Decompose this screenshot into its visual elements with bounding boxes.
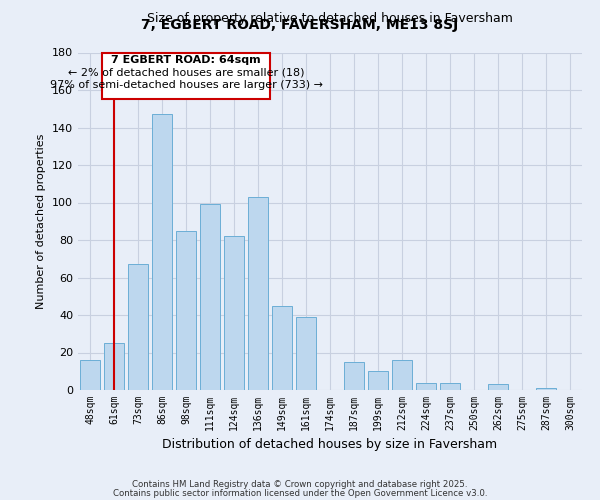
Title: Size of property relative to detached houses in Faversham: Size of property relative to detached ho… [147, 12, 513, 25]
Bar [200, 204, 220, 390]
Y-axis label: Number of detached properties: Number of detached properties [37, 134, 46, 309]
Bar [296, 317, 316, 390]
Text: 97% of semi-detached houses are larger (733) →: 97% of semi-detached houses are larger (… [49, 80, 323, 90]
Bar [368, 371, 388, 390]
Bar [152, 114, 172, 390]
Text: ← 2% of detached houses are smaller (18): ← 2% of detached houses are smaller (18) [68, 68, 304, 78]
Bar [440, 382, 460, 390]
Bar [176, 230, 196, 390]
Text: 7 EGBERT ROAD: 64sqm: 7 EGBERT ROAD: 64sqm [111, 55, 261, 65]
Bar [536, 388, 556, 390]
Bar [248, 197, 268, 390]
Text: 7, EGBERT ROAD, FAVERSHAM, ME13 8SJ: 7, EGBERT ROAD, FAVERSHAM, ME13 8SJ [142, 18, 458, 32]
Bar [80, 360, 100, 390]
Bar [104, 343, 124, 390]
Bar [392, 360, 412, 390]
Bar [344, 362, 364, 390]
Bar [128, 264, 148, 390]
FancyBboxPatch shape [102, 52, 270, 100]
Bar [272, 306, 292, 390]
Bar [416, 382, 436, 390]
Text: Contains public sector information licensed under the Open Government Licence v3: Contains public sector information licen… [113, 489, 487, 498]
X-axis label: Distribution of detached houses by size in Faversham: Distribution of detached houses by size … [163, 438, 497, 452]
Bar [488, 384, 508, 390]
Bar [224, 236, 244, 390]
Text: Contains HM Land Registry data © Crown copyright and database right 2025.: Contains HM Land Registry data © Crown c… [132, 480, 468, 489]
